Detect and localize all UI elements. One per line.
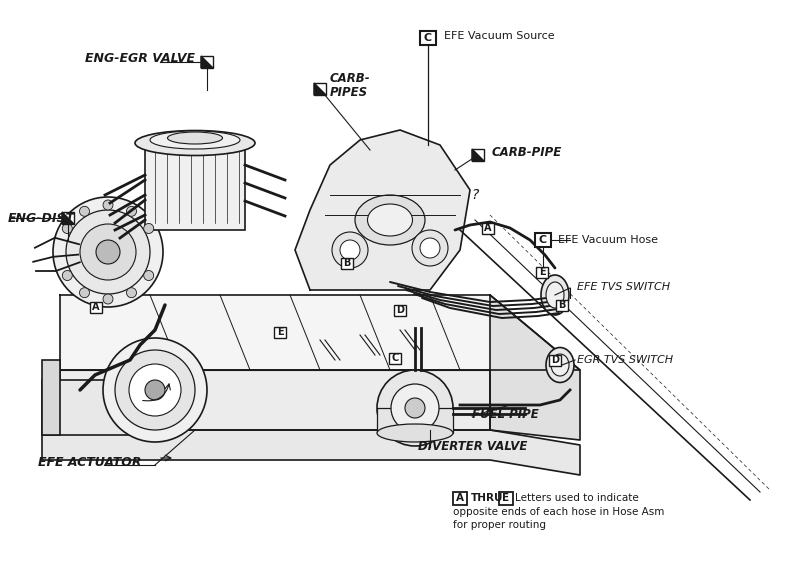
Text: D: D [551,355,559,365]
Text: A: A [456,493,464,503]
Text: FUEL PIPE: FUEL PIPE [472,408,538,422]
Bar [201,56,213,68]
Bar [314,83,326,95]
Circle shape [62,223,72,233]
Bar [453,491,467,505]
Text: ENG-EGR VALVE: ENG-EGR VALVE [85,51,195,65]
Text: E: E [502,493,510,503]
Text: A: A [484,223,492,233]
Circle shape [377,370,453,446]
Circle shape [115,350,195,430]
Text: DIVERTER VALVE: DIVERTER VALVE [418,441,527,453]
Circle shape [96,240,120,264]
Ellipse shape [367,204,413,236]
Ellipse shape [541,275,569,315]
Text: EFE TVS SWITCH: EFE TVS SWITCH [577,282,670,292]
Bar [42,380,172,435]
Circle shape [79,206,90,217]
Circle shape [79,287,90,298]
Text: EFE Vacuum Hose: EFE Vacuum Hose [558,235,658,245]
Circle shape [103,200,113,210]
Bar [394,305,406,316]
Bar [389,353,401,363]
Text: A: A [92,302,100,312]
Ellipse shape [135,131,255,156]
Text: ENG-DIST: ENG-DIST [8,211,75,225]
Text: C: C [424,33,432,43]
Circle shape [80,224,136,280]
Ellipse shape [546,282,564,308]
Polygon shape [314,83,326,95]
Text: B: B [343,258,350,268]
Text: THRU: THRU [471,493,503,503]
Text: C: C [539,235,547,245]
Ellipse shape [546,347,574,382]
Bar [274,327,286,338]
Bar [42,360,60,435]
Circle shape [420,238,440,258]
Text: EFE ACTUATOR: EFE ACTUATOR [38,457,142,469]
Ellipse shape [150,131,240,149]
Circle shape [144,223,154,233]
Circle shape [62,271,72,281]
Circle shape [391,384,439,432]
Bar [549,354,561,366]
Text: opposite ends of each hose in Hose Asm: opposite ends of each hose in Hose Asm [453,507,664,517]
Text: Letters used to indicate: Letters used to indicate [515,493,638,503]
Text: B: B [558,300,566,310]
Polygon shape [62,212,74,224]
Bar [536,267,548,278]
Ellipse shape [377,424,453,442]
Bar [472,149,484,161]
Text: PIPES: PIPES [330,86,368,100]
Polygon shape [60,370,490,430]
Text: C: C [391,353,398,363]
Text: for proper routing: for proper routing [453,520,546,530]
Circle shape [340,240,360,260]
Polygon shape [295,130,470,290]
Circle shape [126,287,137,298]
Polygon shape [201,56,213,68]
Polygon shape [42,430,580,475]
Bar [341,257,353,268]
Circle shape [412,230,448,266]
Bar [482,222,494,233]
Circle shape [66,210,150,294]
Ellipse shape [355,195,425,245]
Circle shape [103,338,207,442]
Ellipse shape [167,132,222,144]
Circle shape [103,294,113,304]
Bar [62,212,74,224]
Polygon shape [60,295,580,370]
Circle shape [126,206,137,217]
Polygon shape [472,149,484,161]
Text: D: D [396,305,404,315]
Bar [420,31,436,45]
Text: EGR TVS SWITCH: EGR TVS SWITCH [577,355,673,365]
Text: ?: ? [471,188,478,202]
Circle shape [144,271,154,281]
Text: E: E [277,327,283,337]
Bar [556,300,568,310]
Ellipse shape [551,354,569,376]
Text: EFE Vacuum Source: EFE Vacuum Source [444,31,554,41]
Circle shape [332,232,368,268]
Circle shape [405,398,425,418]
Text: E: E [538,267,546,277]
Polygon shape [490,295,580,440]
Text: CARB-PIPE: CARB-PIPE [492,146,562,158]
Text: CARB-: CARB- [330,73,370,85]
Bar [535,233,551,247]
Circle shape [53,197,163,307]
Bar [145,145,245,230]
Bar [377,408,453,433]
Bar [499,491,513,505]
Circle shape [129,364,181,416]
Circle shape [145,380,165,400]
Bar [90,301,102,313]
